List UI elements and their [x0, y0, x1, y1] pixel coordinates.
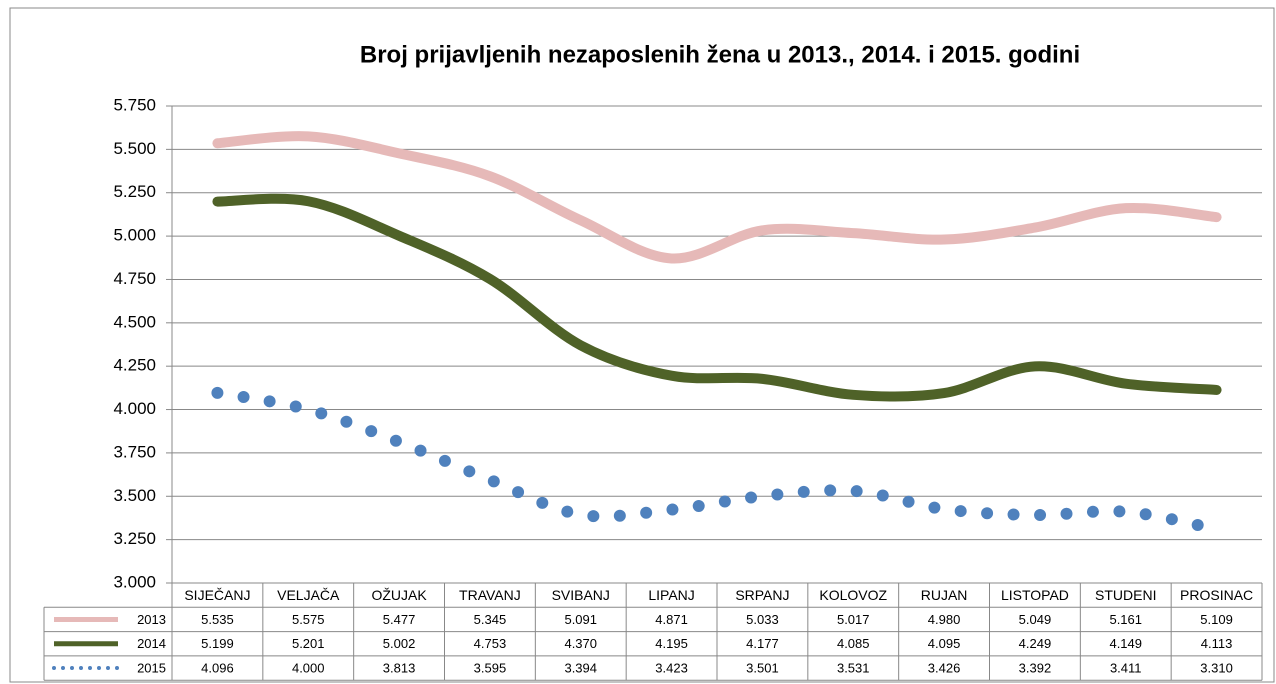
- legend-label: 2013: [137, 612, 166, 627]
- series-line: [211, 386, 1223, 536]
- table-value: 4.980: [928, 612, 961, 627]
- y-tick-label: 5.750: [113, 95, 156, 114]
- y-tick-label: 3.250: [113, 529, 156, 548]
- table-value: 5.049: [1019, 612, 1052, 627]
- x-tick-label: LISTOPAD: [1001, 587, 1069, 603]
- table-value: 4.000: [292, 660, 325, 675]
- table-value: 3.423: [655, 660, 688, 675]
- table-value: 3.501: [746, 660, 779, 675]
- series-line: [212, 131, 1222, 264]
- table-value: 4.096: [201, 660, 234, 675]
- table-value: 4.370: [564, 636, 597, 651]
- table-value: 3.531: [837, 660, 870, 675]
- table-value: 4.113: [1201, 636, 1233, 651]
- table-value: 5.201: [292, 636, 325, 651]
- y-tick-label: 3.000: [113, 572, 156, 591]
- table-value: 3.411: [1110, 660, 1142, 675]
- table-value: 4.177: [746, 636, 779, 651]
- table-value: 5.033: [746, 612, 779, 627]
- y-tick-label: 4.500: [113, 312, 156, 331]
- table-value: 4.149: [1109, 636, 1142, 651]
- y-tick-label: 5.000: [113, 226, 156, 245]
- series-line: [212, 193, 1222, 402]
- table-value: 4.249: [1019, 636, 1052, 651]
- y-tick-label: 4.250: [113, 356, 156, 375]
- table-value: 5.002: [383, 636, 416, 651]
- table-value: 3.392: [1019, 660, 1052, 675]
- table-value: 5.161: [1109, 612, 1142, 627]
- table-value: 3.595: [474, 660, 507, 675]
- table-value: 3.310: [1200, 660, 1233, 675]
- y-tick-label: 4.000: [113, 399, 156, 418]
- table-value: 5.017: [837, 612, 870, 627]
- table-value: 4.195: [655, 636, 688, 651]
- x-tick-label: LIPANJ: [648, 587, 694, 603]
- table-value: 4.085: [837, 636, 870, 651]
- table-value: 5.345: [474, 612, 507, 627]
- x-tick-label: PROSINAC: [1180, 587, 1253, 603]
- table-value: 5.575: [292, 612, 325, 627]
- table-value: 4.095: [928, 636, 961, 651]
- table-value: 5.199: [201, 636, 234, 651]
- x-tick-label: SRPANJ: [735, 587, 789, 603]
- legend-label: 2015: [137, 660, 166, 675]
- y-tick-label: 3.750: [113, 442, 156, 461]
- table-value: 3.426: [928, 660, 961, 675]
- y-tick-label: 5.250: [113, 182, 156, 201]
- y-tick-label: 4.750: [113, 269, 156, 288]
- table-value: 4.753: [474, 636, 507, 651]
- x-tick-label: STUDENI: [1095, 587, 1156, 603]
- y-tick-label: 5.500: [113, 139, 156, 158]
- y-tick-label: 3.500: [113, 486, 156, 505]
- x-tick-label: VELJAČA: [277, 587, 340, 603]
- x-tick-label: KOLOVOZ: [819, 587, 887, 603]
- table-value: 3.394: [564, 660, 597, 675]
- chart-border: [9, 7, 1275, 683]
- table-value: 5.091: [564, 612, 597, 627]
- table-value: 5.477: [383, 612, 416, 627]
- x-tick-label: RUJAN: [921, 587, 968, 603]
- table-value: 4.871: [655, 612, 688, 627]
- table-value: 5.109: [1200, 612, 1233, 627]
- chart-title: Broj prijavljenih nezaposlenih žena u 20…: [360, 41, 1080, 68]
- legend-label: 2014: [137, 636, 166, 651]
- table-value: 3.813: [383, 660, 416, 675]
- table-value: 5.535: [201, 612, 234, 627]
- x-tick-label: OŽUJAK: [371, 587, 427, 603]
- x-tick-label: SIJEČANJ: [184, 587, 250, 603]
- x-tick-label: TRAVANJ: [459, 587, 521, 603]
- x-tick-label: SVIBANJ: [552, 587, 610, 603]
